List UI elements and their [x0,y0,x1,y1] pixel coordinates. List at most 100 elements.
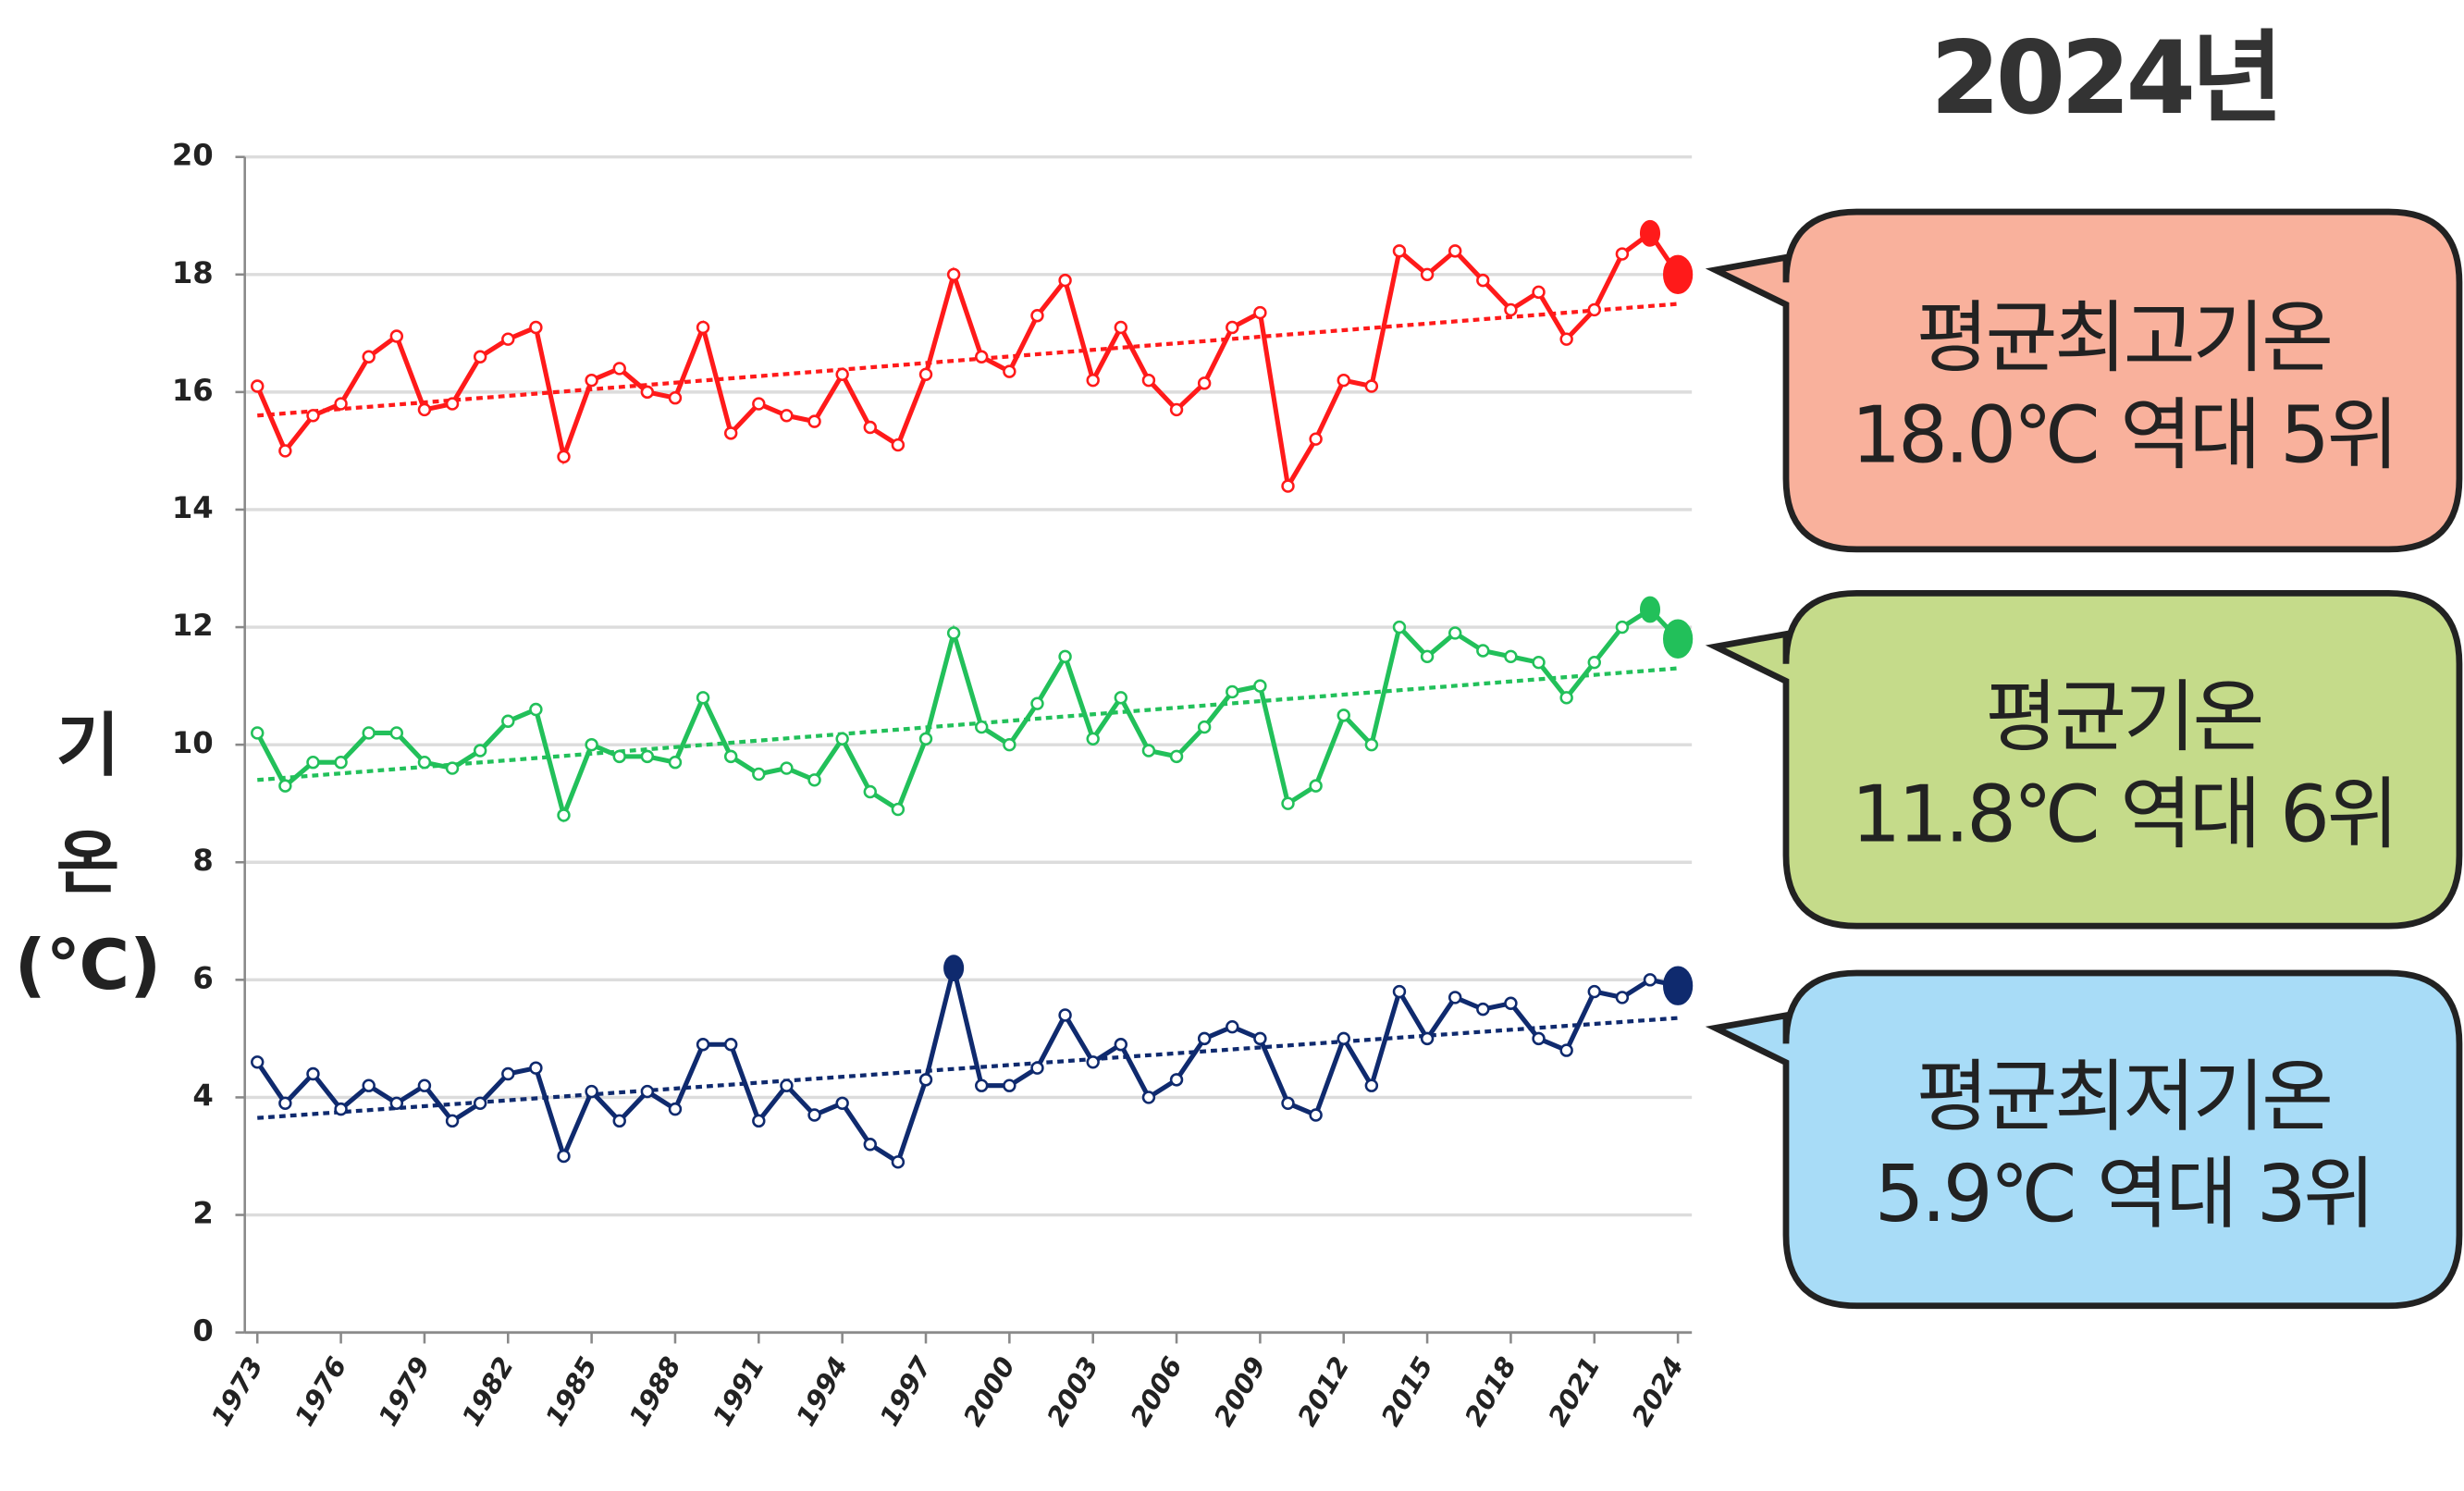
data-point [389,329,404,343]
data-point [278,444,292,458]
data-point [1559,691,1573,705]
data-point [1587,655,1601,670]
data-point [1281,479,1295,493]
data-point [1114,320,1128,335]
trend-line [257,1016,1679,1120]
data-point [251,379,265,393]
data-point [1169,402,1184,417]
data-point [1559,332,1573,346]
y-tick-label: 8 [192,843,213,878]
data-point [251,726,265,740]
data-point [529,702,543,717]
data-point [723,426,738,440]
data-point [1003,1078,1016,1092]
data-point [1086,1055,1100,1069]
data-point [1281,1096,1295,1110]
data-point [557,1149,571,1164]
data-point [1114,1038,1128,1052]
y-axis-label: 기 [56,705,120,785]
data-point [1476,644,1490,658]
data-point [1643,973,1657,987]
data-point [1504,996,1518,1010]
data-point [417,756,432,770]
data-point [1615,991,1630,1004]
data-point [946,626,961,640]
data-point [251,1055,265,1069]
data-point [835,367,849,382]
callout-box [1705,590,2463,930]
x-tick-label: 2006 [1124,1351,1189,1431]
data-point [529,1061,543,1075]
data-point [696,691,710,705]
data-point [1392,984,1407,999]
data-point [696,320,710,335]
data-point [1420,267,1435,281]
data-point [1003,737,1016,752]
data-point [1086,373,1100,388]
data-point [1141,373,1156,388]
x-tick-label: 1991 [707,1351,771,1431]
data-point [417,402,432,417]
data-point [362,726,376,740]
data-point [1226,320,1239,335]
callout-box [1705,208,2463,553]
data-point [445,761,460,775]
data-point [1532,1031,1546,1046]
data-point [473,350,487,364]
callout-title: 평균기온 [1986,672,2262,763]
data-point [1587,302,1601,317]
data-point [1662,254,1694,294]
data-point [306,409,320,423]
x-tick-label: 2018 [1459,1351,1523,1431]
data-point [1364,1078,1379,1092]
data-point [668,1102,683,1116]
callout-title: 평균최고기온 [1916,293,2331,385]
data-point [1226,1019,1239,1034]
data-point [557,450,571,463]
data-point [445,1114,460,1128]
data-point [780,1078,794,1092]
y-tick-label: 12 [172,608,214,643]
data-point [1197,720,1212,734]
data-point [975,720,989,734]
y-tick-label: 20 [172,138,214,173]
data-point [1309,1108,1323,1122]
data-point [1197,376,1212,390]
data-point [752,397,766,411]
data-point [1253,305,1267,320]
data-point [863,420,877,435]
data-point [1420,649,1435,664]
data-point [1030,1061,1044,1075]
data-point [1281,796,1295,810]
data-point [1639,596,1661,623]
data-point [389,1096,404,1110]
callout-box [1705,969,2463,1310]
data-point [1559,1043,1573,1057]
data-point [1448,244,1462,258]
data-point [1615,247,1630,261]
y-tick-label: 16 [172,373,214,408]
chart-title: 2024년 [1930,19,2279,137]
x-tick-label: 2009 [1208,1351,1273,1431]
callout-text: 18.0℃ 역대 5위 [1851,390,2396,482]
y-axis-label: (℃) [15,925,162,1005]
data-point [1504,302,1518,317]
callout-text: 11.8℃ 역대 6위 [1851,770,2396,861]
data-point [473,1096,487,1110]
data-point [1615,620,1630,635]
data-point [1003,364,1016,378]
data-point [640,385,655,400]
data-point [1058,273,1072,288]
y-tick-label: 6 [192,960,213,995]
data-point [943,955,965,982]
data-point [501,332,515,346]
data-point [1504,649,1518,664]
data-point [1309,432,1323,446]
data-point [1197,1031,1212,1046]
data-point [946,267,961,281]
data-point [501,1066,515,1081]
data-point [640,749,655,764]
data-point [612,1114,626,1128]
data-point [1253,1031,1267,1046]
y-tick-label: 4 [192,1078,213,1113]
